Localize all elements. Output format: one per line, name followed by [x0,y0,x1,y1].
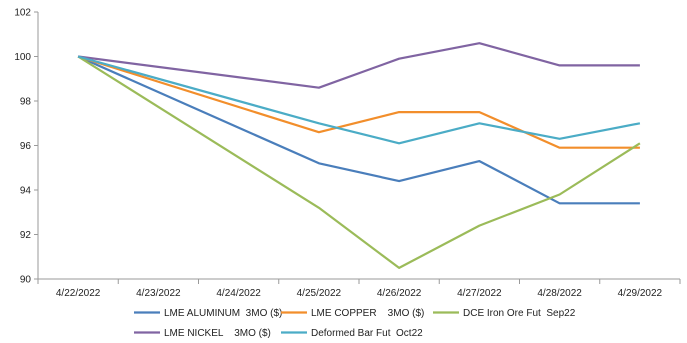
legend-item: DCE Iron Ore Fut Sep22 [433,308,576,319]
legend-label: LME COPPER 3MO ($) [311,308,424,319]
x-tick-label: 4/29/2022 [618,288,663,299]
series-line-3 [77,42,640,89]
x-tick-label: 4/25/2022 [297,288,342,299]
y-tick-label: 100 [14,52,31,63]
series-line-1 [77,55,640,149]
y-tick-label: 90 [20,275,32,286]
x-tick-label: 4/28/2022 [537,288,582,299]
y-tick-label: 96 [20,141,32,152]
y-tick-label: 98 [20,97,32,108]
series-line-2 [77,55,641,269]
series-line-0 [77,55,640,205]
legend-item: LME NICKEL 3MO ($) [134,328,271,339]
y-tick-label: 102 [14,8,31,19]
legend-label: LME ALUMINUM 3MO ($) [164,308,282,319]
x-tick-label: 4/26/2022 [377,288,422,299]
series-lines [77,42,641,269]
legend-label: Deformed Bar Fut Oct22 [311,328,423,339]
y-tick-label: 94 [20,186,32,197]
series-line-4 [77,55,641,145]
legend-label: LME NICKEL 3MO ($) [164,328,271,339]
x-tick-label: 4/27/2022 [457,288,502,299]
legend-item: Deformed Bar Fut Oct22 [281,328,423,339]
legend-label: DCE Iron Ore Fut Sep22 [463,308,576,319]
legend-item: LME COPPER 3MO ($) [281,308,424,319]
tick-labels: 90 92 94 96 98 100 102 4/22/2022 4/23/2022 4/24/2… [14,8,662,300]
x-tick-label: 4/22/2022 [56,288,101,299]
y-tick-label: 92 [20,230,32,241]
legend: LME ALUMINUM 3MO ($) LME COPPER 3MO ($) DC… [134,308,576,339]
axes-layer [34,11,681,284]
legend-item: LME ALUMINUM 3MO ($) [134,308,282,319]
x-tick-label: 4/23/2022 [136,288,181,299]
x-tick-label: 4/24/2022 [216,288,261,299]
